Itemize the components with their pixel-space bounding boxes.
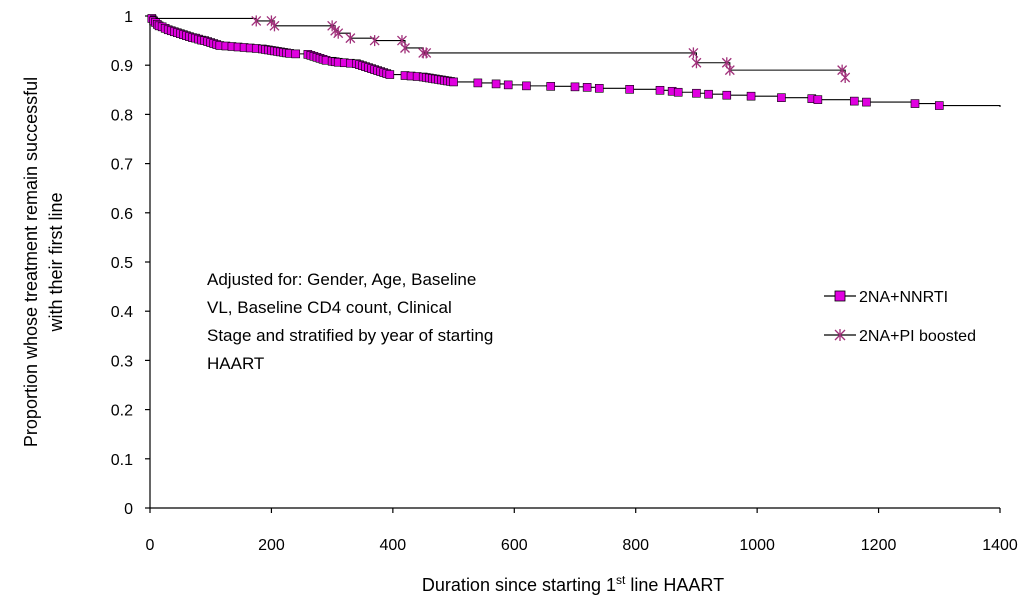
y-tick-label: 0.4	[111, 304, 133, 321]
x-tick-label: 1000	[739, 537, 775, 554]
x-tick-label: 200	[258, 537, 285, 554]
annotation-line-2: VL, Baseline CD4 count, Clinical	[207, 298, 452, 317]
y-tick-label: 0.3	[111, 353, 133, 370]
data-point-marker	[704, 89, 713, 99]
data-point-marker	[369, 35, 380, 47]
x-axis-title-post: line HAART	[625, 575, 724, 595]
data-point-marker	[333, 27, 344, 39]
axes	[145, 15, 1001, 513]
data-point-marker	[692, 88, 701, 98]
legend-label-pi: 2NA+PI boosted	[859, 328, 976, 345]
series-pi-boosted	[150, 15, 851, 83]
legend-label-nnrti: 2NA+NNRTI	[859, 289, 948, 306]
legend-star-marker	[834, 329, 846, 341]
x-tick-labels: 0 200 400 600 800 1000 1200 1400	[146, 537, 1018, 554]
data-point-marker	[688, 47, 699, 59]
y-tick-label: 0.5	[111, 255, 133, 272]
x-tick-label: 600	[501, 537, 528, 554]
data-point-marker	[400, 42, 410, 54]
data-point-marker	[724, 64, 735, 76]
y-tick-label: 0.6	[111, 206, 133, 223]
series-nnrti	[147, 14, 1001, 110]
data-point-marker	[251, 15, 262, 27]
y-tick-labels: 0 0.1 0.2 0.3 0.4 0.5 0.6 0.7 0.8 0.9 1	[111, 9, 133, 518]
x-tick-label: 0	[146, 537, 155, 554]
data-point-marker	[594, 84, 604, 93]
annotation-line-1: Adjusted for: Gender, Age, Baseline	[207, 270, 476, 289]
annotation-line-4: HAART	[207, 354, 264, 373]
y-tick-label: 0.9	[111, 58, 133, 75]
data-point-marker	[385, 70, 395, 79]
data-point-marker	[625, 85, 634, 94]
data-point-marker	[934, 101, 944, 110]
x-tick-label: 1400	[982, 537, 1018, 554]
y-axis-title-line-2: with their first line	[46, 192, 66, 332]
x-tick-label: 1200	[861, 537, 897, 554]
series-layer	[147, 14, 1001, 110]
data-point-marker	[746, 91, 756, 101]
data-point-marker	[421, 47, 432, 59]
y-tick-label: 0.1	[111, 452, 133, 469]
data-point-marker	[777, 93, 786, 102]
legend: 2NA+NNRTI 2NA+PI boosted	[824, 289, 976, 345]
data-point-marker	[813, 95, 823, 104]
x-axis-title-sup: st	[616, 573, 626, 587]
data-point-marker	[722, 90, 732, 100]
legend-entry-nnrti: 2NA+NNRTI	[824, 289, 948, 306]
data-point-marker	[473, 78, 483, 88]
data-point-marker	[570, 82, 580, 92]
data-point-marker	[291, 49, 301, 59]
y-tick-label: 0.2	[111, 403, 133, 420]
x-tick-label: 800	[622, 537, 649, 554]
data-point-marker	[449, 77, 458, 87]
data-point-marker	[345, 32, 356, 44]
y-axis-title-line-1: Proportion whose treatment remain succes…	[21, 77, 41, 447]
data-point-marker	[849, 96, 859, 106]
y-tick-label: 1	[124, 9, 133, 26]
x-axis-title: Duration since starting 1st line HAART	[422, 573, 724, 595]
x-axis-title-pre: Duration since starting 1	[422, 575, 616, 595]
legend-entry-pi-boosted: 2NA+PI boosted	[824, 328, 976, 345]
x-tick-label: 400	[380, 537, 407, 554]
annotation-line-3: Stage and stratified by year of starting	[207, 326, 493, 345]
data-point-marker	[269, 20, 280, 32]
y-tick-label: 0	[124, 501, 133, 518]
data-point-marker	[655, 85, 665, 95]
data-point-marker	[522, 81, 531, 91]
data-point-marker	[910, 99, 920, 108]
y-tick-label: 0.7	[111, 157, 133, 174]
data-point-marker	[673, 87, 683, 97]
legend-square-marker	[834, 290, 846, 302]
data-point-marker	[691, 57, 702, 69]
data-point-marker	[582, 83, 592, 92]
annotation: Adjusted for: Gender, Age, Baseline VL, …	[207, 270, 493, 373]
data-point-marker	[503, 80, 513, 90]
data-point-marker	[840, 72, 851, 83]
data-point-marker	[546, 82, 556, 91]
data-point-marker	[862, 97, 871, 107]
y-tick-label: 0.8	[111, 107, 133, 124]
data-point-marker	[491, 79, 501, 89]
